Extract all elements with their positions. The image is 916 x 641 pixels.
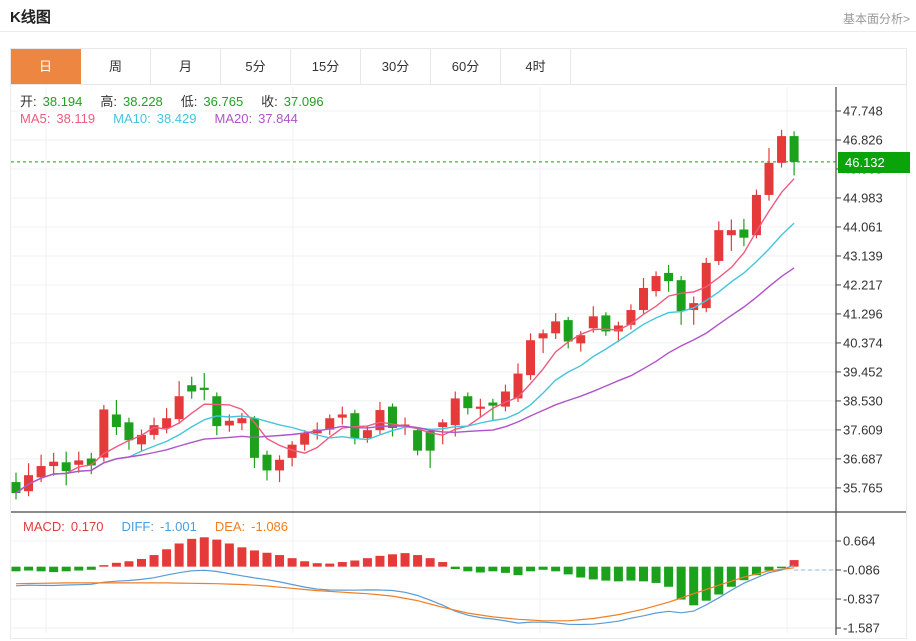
current-price-tag: 46.132: [838, 152, 910, 173]
fundamental-analysis-link[interactable]: 基本面分析>: [842, 12, 910, 26]
chart-panel: 47.74846.82645.90544.98344.06143.13942.2…: [10, 85, 910, 639]
tab-2[interactable]: 月: [151, 49, 221, 84]
kline-chart-canvas[interactable]: 47.74846.82645.90544.98344.06143.13942.2…: [11, 85, 906, 637]
tab-7[interactable]: 4时: [501, 49, 571, 84]
svg-text:44.061: 44.061: [843, 219, 883, 234]
tab-6[interactable]: 60分: [431, 49, 501, 84]
macd-axis-labels: 0.664 -0.086 -0.837 -1.587: [836, 534, 880, 636]
svg-text:-0.086: -0.086: [843, 563, 880, 578]
tab-5[interactable]: 30分: [361, 49, 431, 84]
svg-text:0.664: 0.664: [843, 534, 876, 549]
svg-text:43.139: 43.139: [843, 248, 883, 263]
grid-lines: [11, 87, 836, 633]
svg-text:37.609: 37.609: [843, 422, 883, 437]
macd-histogram: [11, 537, 799, 606]
header: K线图 基本面分析>: [0, 0, 916, 32]
axes: [11, 87, 906, 635]
dea-line: [15, 567, 795, 622]
svg-text:42.217: 42.217: [843, 277, 883, 292]
svg-text:47.748: 47.748: [843, 104, 883, 119]
period-tabs: 日周月 5分 15分 30分 60分 4时: [10, 48, 907, 85]
tab-3[interactable]: 5分: [221, 49, 291, 84]
svg-text:46.826: 46.826: [843, 133, 883, 148]
ma20-line: [15, 267, 795, 494]
ma5-line: [15, 178, 795, 494]
candles-layer: [11, 129, 799, 500]
svg-text:-1.587: -1.587: [843, 621, 880, 636]
svg-text:41.296: 41.296: [843, 306, 883, 321]
svg-text:35.765: 35.765: [843, 480, 883, 495]
diff-line: [15, 564, 795, 626]
tab-4[interactable]: 15分: [291, 49, 361, 84]
svg-text:40.374: 40.374: [843, 335, 883, 350]
tab-0[interactable]: 日: [11, 49, 81, 84]
page-title: K线图: [10, 9, 51, 26]
svg-text:-0.837: -0.837: [843, 592, 880, 607]
ma10-line: [15, 222, 795, 494]
svg-text:38.530: 38.530: [843, 393, 883, 408]
svg-text:39.452: 39.452: [843, 364, 883, 379]
svg-text:36.687: 36.687: [843, 451, 883, 466]
tab-1[interactable]: 周: [81, 49, 151, 84]
svg-text:44.983: 44.983: [843, 190, 883, 205]
